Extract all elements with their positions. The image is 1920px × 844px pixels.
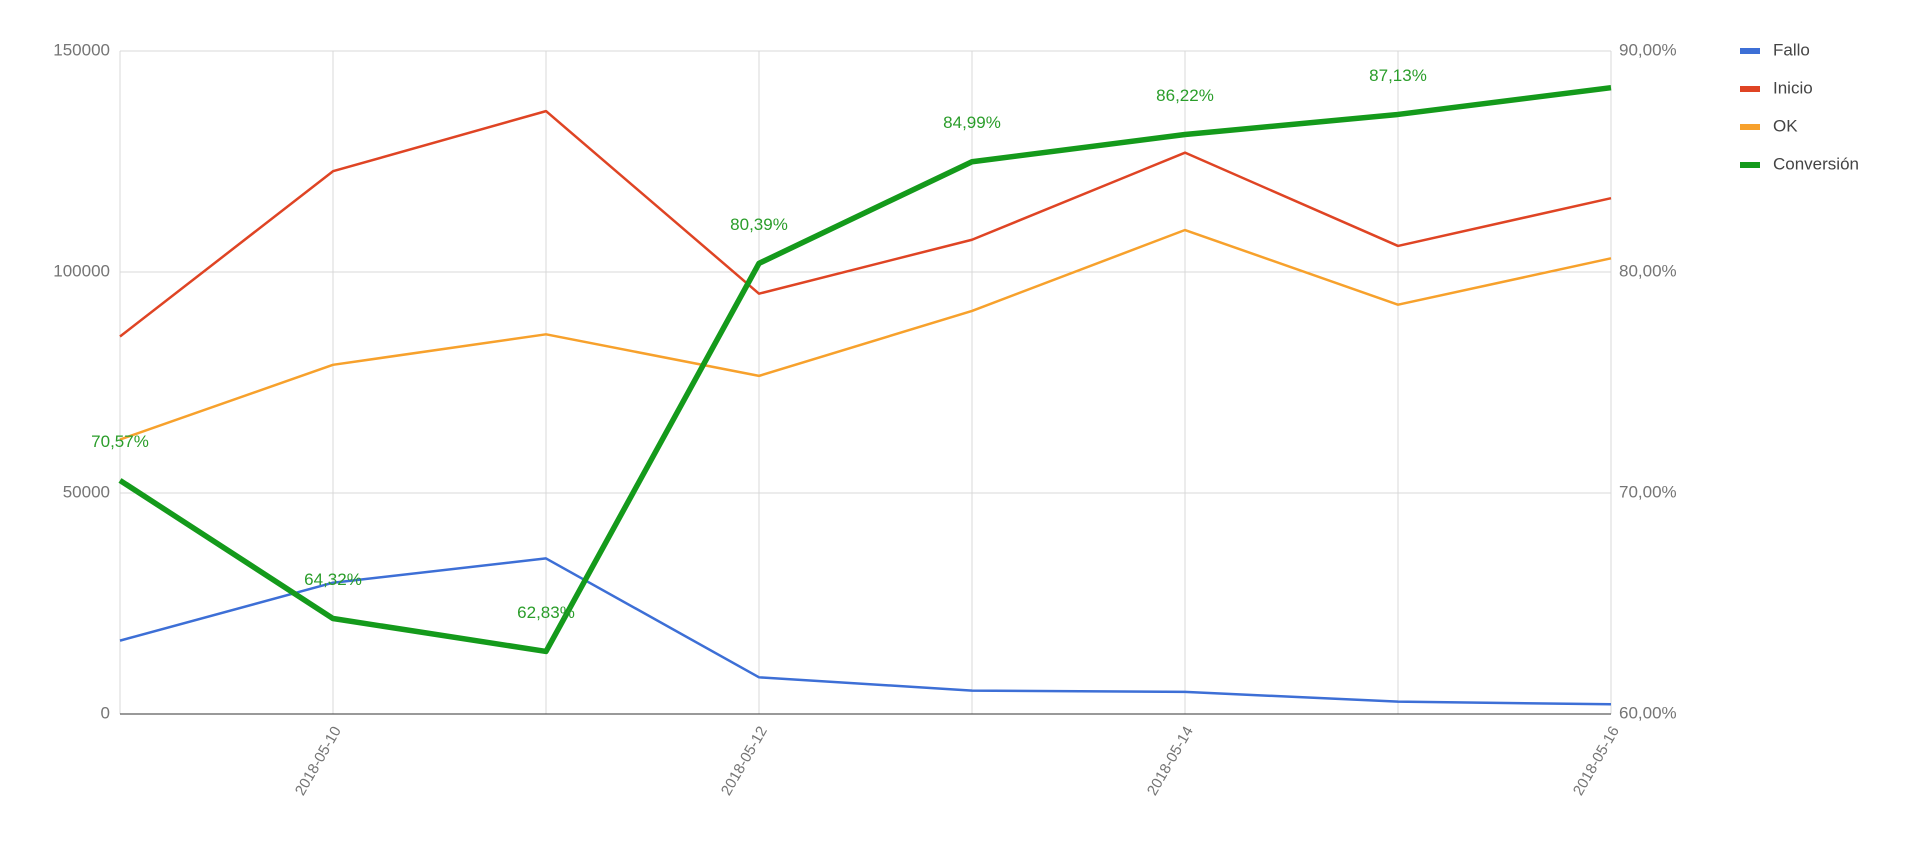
data-label: 80,39% [730, 215, 788, 234]
y2-tick-label: 90,00% [1619, 40, 1677, 59]
y-tick-label: 0 [101, 703, 110, 722]
legend-swatch [1740, 162, 1760, 168]
x-tick-label: 2018-05-12 [718, 723, 771, 798]
data-label: 87,13% [1369, 66, 1427, 85]
series-line [119, 557, 1612, 706]
y-tick-label: 150000 [53, 40, 110, 59]
legend-label: OK [1773, 116, 1798, 135]
x-tick-label: 2018-05-10 [292, 723, 345, 798]
y2-tick-label: 70,00% [1619, 482, 1677, 501]
legend-swatch [1740, 48, 1760, 54]
y2-tick-label: 80,00% [1619, 261, 1677, 280]
y-tick-label: 100000 [53, 261, 110, 280]
data-label: 64,32% [304, 570, 362, 589]
y2-tick-label: 60,00% [1619, 703, 1677, 722]
data-label: 70,57% [91, 432, 149, 451]
series-line [119, 109, 1612, 338]
data-label: 62,83% [517, 603, 575, 622]
data-label: 86,22% [1156, 86, 1214, 105]
x-tick-label: 2018-05-16 [1570, 723, 1623, 798]
data-label: 84,99% [943, 113, 1001, 132]
series-line [119, 228, 1612, 441]
x-tick-label: 2018-05-14 [1144, 723, 1197, 798]
legend-label: Fallo [1773, 40, 1810, 59]
legend-label: Inicio [1773, 78, 1813, 97]
series-line [118, 84, 1612, 655]
legend-swatch [1740, 86, 1760, 92]
legend-swatch [1740, 124, 1760, 130]
legend-label: Conversión [1773, 154, 1859, 173]
y-tick-label: 50000 [63, 482, 110, 501]
